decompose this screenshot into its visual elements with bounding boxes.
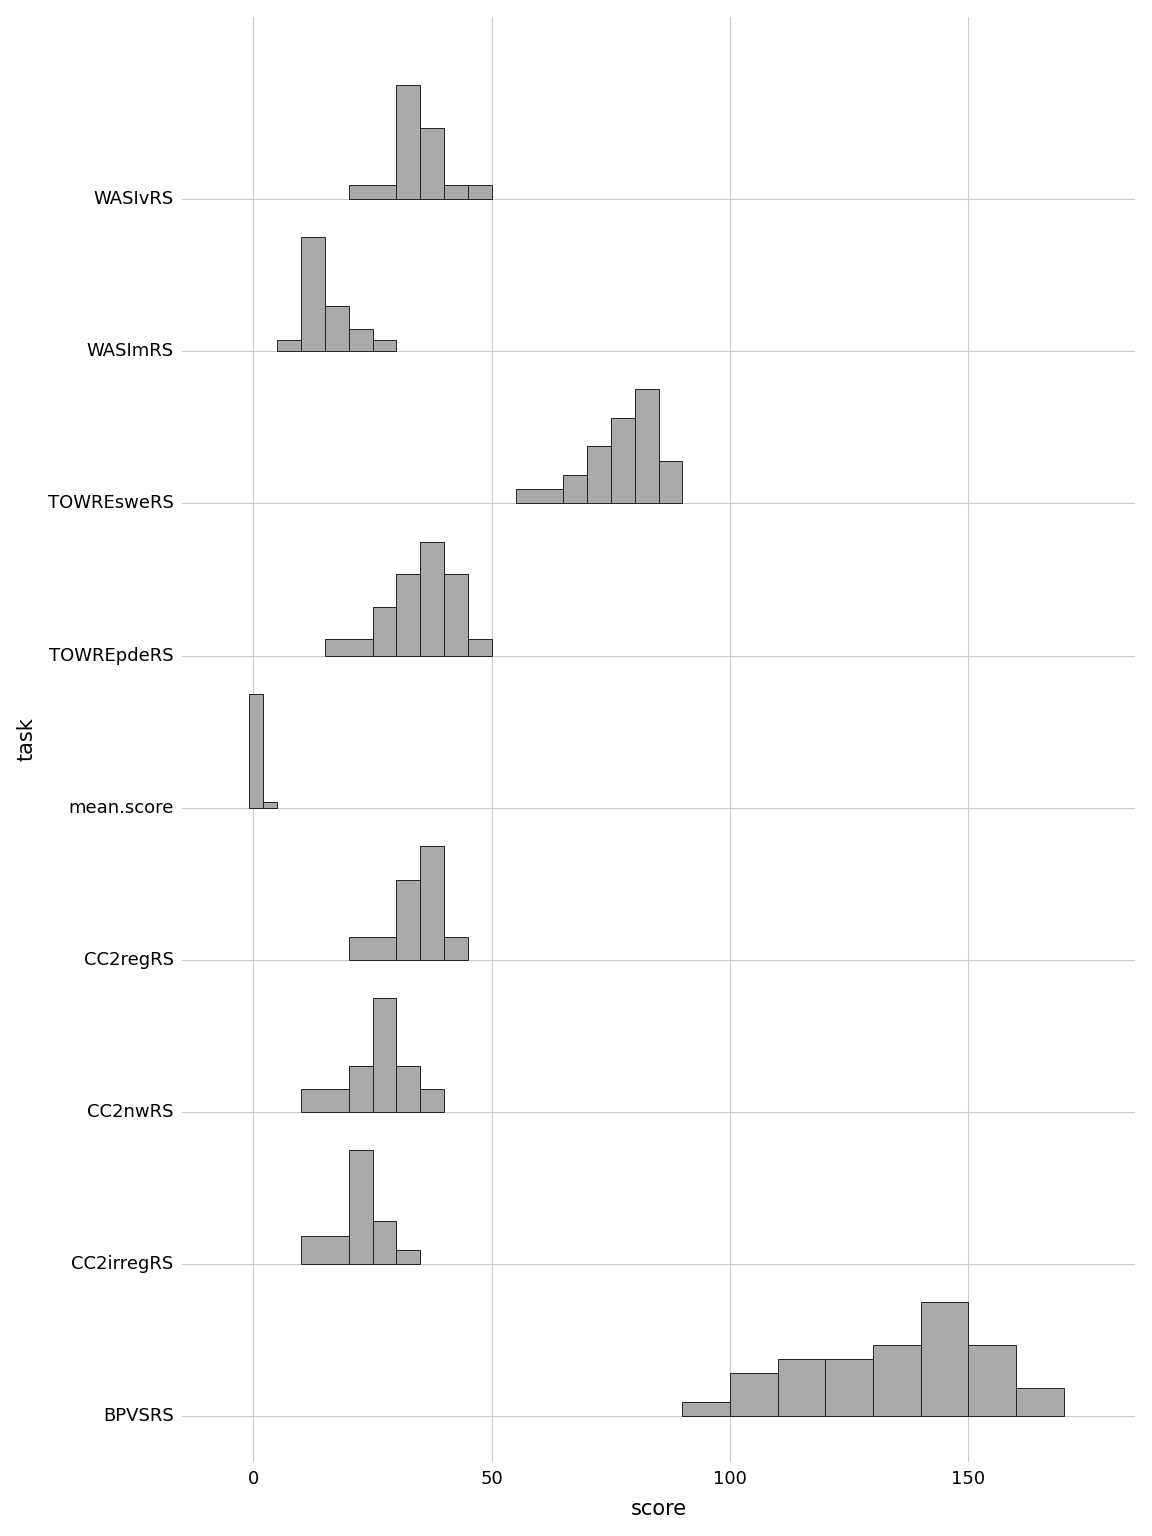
Bar (826, 1359, 873, 1416)
Bar (301, 1235, 349, 1264)
Bar (349, 1150, 372, 1264)
X-axis label: score: score (630, 1499, 687, 1519)
Bar (396, 1250, 420, 1264)
Bar (278, 339, 301, 352)
Bar (263, 802, 278, 808)
Bar (468, 184, 492, 200)
Bar (249, 694, 263, 808)
Bar (969, 1346, 1016, 1416)
Bar (1016, 1387, 1063, 1416)
Bar (301, 1089, 349, 1112)
Bar (468, 639, 492, 656)
Bar (372, 1221, 396, 1264)
Bar (445, 184, 468, 200)
Y-axis label: task: task (16, 717, 37, 762)
Bar (445, 937, 468, 960)
Bar (349, 1066, 372, 1112)
Bar (396, 574, 420, 656)
Bar (563, 475, 588, 504)
Bar (778, 1359, 826, 1416)
Bar (372, 339, 396, 352)
Bar (516, 490, 563, 504)
Bar (372, 998, 396, 1112)
Bar (349, 329, 372, 352)
Bar (873, 1346, 920, 1416)
Bar (682, 1402, 730, 1416)
Bar (920, 1303, 969, 1416)
Bar (420, 846, 445, 960)
Bar (730, 1373, 778, 1416)
Bar (372, 607, 396, 656)
Bar (396, 84, 420, 200)
Bar (611, 418, 635, 504)
Bar (445, 574, 468, 656)
Bar (420, 542, 445, 656)
Bar (659, 461, 682, 504)
Bar (420, 127, 445, 200)
Bar (588, 447, 611, 504)
Bar (396, 1066, 420, 1112)
Bar (396, 880, 420, 960)
Bar (635, 390, 659, 504)
Bar (325, 639, 372, 656)
Bar (301, 237, 325, 352)
Bar (349, 184, 396, 200)
Bar (420, 1089, 445, 1112)
Bar (349, 937, 396, 960)
Bar (325, 306, 349, 352)
